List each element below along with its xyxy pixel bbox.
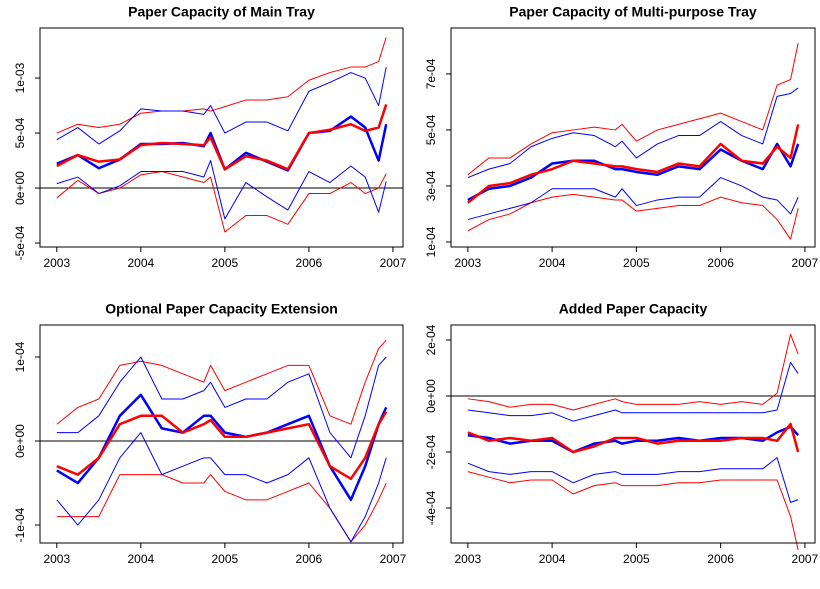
series-line [467, 471, 799, 551]
x-tick-label: 2007 [380, 256, 407, 270]
panel: Added Paper Capacity 2003 2004 2005 2006 2007… [424, 301, 818, 566]
x-tick-label: 2006 [707, 552, 734, 566]
y-tick-label: 1e-04 [13, 341, 27, 372]
panel-title: Optional Paper Capacity Extension [105, 301, 338, 317]
panel-title: Paper Capacity of Multi-purpose Tray [509, 4, 757, 20]
series-line [56, 171, 387, 233]
x-tick-label: 2007 [792, 256, 819, 270]
panel: Optional Paper Capacity Extension 2003 200… [13, 301, 406, 566]
series-line [467, 87, 799, 179]
y-tick-label: 1e-03 [13, 62, 27, 93]
series-line [56, 410, 388, 481]
x-tick-label: 2005 [623, 256, 650, 270]
panel: Paper Capacity of Multi-purpose Tray 2003… [424, 4, 818, 270]
panel: Paper Capacity of Main Tray 2003 2004 2005 2… [13, 4, 406, 270]
series-line [467, 422, 800, 454]
x-tick-label: 2006 [296, 256, 323, 270]
x-tick-label: 2005 [212, 256, 239, 270]
plot-frame [450, 324, 816, 544]
y-tick-label: 3e-04 [424, 170, 438, 201]
y-tick-label: 7e-04 [424, 58, 438, 89]
x-tick-label: 2006 [707, 256, 734, 270]
x-tick-label: 2004 [127, 552, 154, 566]
series-line [56, 393, 388, 502]
x-tick-label: 2004 [127, 256, 154, 270]
series-line [467, 177, 799, 221]
series-line [467, 142, 800, 202]
y-tick-label: 1e-04 [424, 226, 438, 257]
x-tick-label: 2006 [296, 552, 323, 566]
series-line [467, 457, 799, 503]
y-tick-label: -4e-04 [424, 490, 438, 525]
x-tick-label: 2003 [43, 552, 70, 566]
y-tick-label: 0e+00 [13, 171, 27, 205]
y-tick-label: 5e-04 [13, 117, 27, 148]
panel-title: Paper Capacity of Main Tray [128, 4, 315, 20]
series-line [56, 37, 387, 134]
x-tick-label: 2004 [539, 256, 566, 270]
series-line [467, 361, 799, 422]
x-tick-label: 2007 [380, 552, 407, 566]
y-tick-label: 2e-04 [424, 324, 438, 355]
x-tick-label: 2003 [455, 552, 482, 566]
panel-title: Added Paper Capacity [559, 301, 708, 317]
x-tick-label: 2007 [792, 552, 819, 566]
y-tick-label: -2e-04 [424, 434, 438, 469]
series-line [56, 356, 387, 459]
x-tick-label: 2005 [623, 552, 650, 566]
x-tick-label: 2004 [539, 552, 566, 566]
series-line [56, 160, 387, 220]
plot-frame [39, 324, 404, 544]
plot-frame [450, 27, 816, 248]
x-tick-label: 2003 [455, 256, 482, 270]
plot-frame [39, 27, 404, 248]
y-tick-label: 0e+00 [424, 379, 438, 413]
x-tick-label: 2005 [212, 552, 239, 566]
y-tick-label: -5e-04 [13, 225, 27, 260]
series-line [56, 339, 387, 425]
series-line [467, 333, 799, 411]
y-tick-label: 0e+00 [13, 424, 27, 458]
series-line [467, 43, 799, 176]
y-tick-label: 5e-04 [424, 114, 438, 145]
series-line [56, 432, 387, 543]
y-tick-label: -1e-04 [13, 507, 27, 542]
series-line [56, 66, 387, 145]
series-line [56, 104, 388, 171]
series-line [467, 124, 800, 204]
x-tick-label: 2003 [43, 256, 70, 270]
